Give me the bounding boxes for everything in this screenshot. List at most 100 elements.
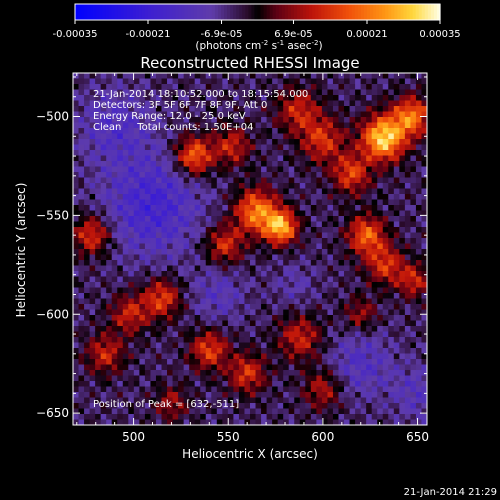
- heatmap-cell: [238, 73, 245, 79]
- heatmap-cell: [238, 249, 245, 255]
- heatmap-cell: [100, 117, 107, 123]
- heatmap-cell: [95, 122, 102, 129]
- heatmap-cell: [377, 315, 384, 321]
- heatmap-cell: [266, 161, 273, 167]
- heatmap-cell: [355, 232, 362, 239]
- heatmap-cell: [122, 161, 129, 167]
- heatmap-cell: [377, 216, 384, 222]
- heatmap-cell: [178, 84, 185, 90]
- heatmap-cell: [377, 161, 384, 167]
- heatmap-cell: [250, 122, 256, 129]
- heatmap-cell: [122, 95, 129, 101]
- heatmap-cell: [200, 139, 207, 145]
- heatmap-cell: [144, 78, 151, 85]
- heatmap-cell: [377, 408, 384, 415]
- heatmap-cell: [277, 419, 284, 426]
- heatmap-cell: [172, 73, 179, 79]
- heatmap-cell: [194, 386, 201, 393]
- heatmap-cell: [316, 254, 323, 261]
- heatmap-cell: [349, 403, 356, 409]
- colorbar-segment: [360, 4, 365, 20]
- heatmap-cell: [122, 128, 129, 134]
- heatmap-cell: [189, 194, 196, 200]
- heatmap-cell: [410, 408, 417, 415]
- heatmap-cell: [84, 260, 90, 266]
- heatmap-cell: [355, 326, 362, 332]
- heatmap-cell: [183, 89, 190, 96]
- heatmap-cell: [111, 89, 118, 96]
- heatmap-cell: [95, 271, 102, 277]
- heatmap-cell: [277, 386, 284, 393]
- heatmap-cell: [277, 282, 284, 288]
- heatmap-cell: [78, 144, 85, 151]
- heatmap-cell: [338, 100, 345, 107]
- heatmap-cell: [144, 128, 151, 134]
- heatmap-cell: [349, 128, 356, 134]
- heatmap-cell: [388, 320, 395, 327]
- heatmap-cell: [122, 298, 129, 305]
- heatmap-cell: [161, 133, 168, 140]
- heatmap-cell: [316, 293, 323, 299]
- heatmap-cell: [161, 216, 168, 222]
- heatmap-cell: [421, 73, 428, 79]
- heatmap-cell: [133, 381, 140, 387]
- heatmap-cell: [139, 392, 146, 398]
- heatmap-cell: [117, 353, 124, 360]
- heatmap-cell: [272, 73, 279, 79]
- heatmap-cell: [421, 89, 428, 96]
- heatmap-cell: [310, 205, 317, 211]
- heatmap-cell: [283, 106, 290, 112]
- heatmap-cell: [349, 95, 356, 101]
- heatmap-cell: [250, 172, 256, 178]
- heatmap-cell: [321, 408, 328, 415]
- heatmap-cell: [233, 128, 240, 134]
- heatmap-cell: [288, 397, 295, 404]
- heatmap-cell: [338, 414, 345, 420]
- heatmap-cell: [299, 326, 306, 332]
- heatmap-cell: [73, 210, 79, 217]
- heatmap-cell: [200, 161, 207, 167]
- heatmap-cell: [299, 403, 306, 409]
- colorbar-segment: [394, 4, 399, 20]
- heatmap-cell: [371, 359, 378, 365]
- heatmap-cell: [161, 326, 168, 332]
- heatmap-cell: [189, 227, 196, 233]
- heatmap-cell: [178, 370, 185, 376]
- heatmap-cell: [128, 100, 135, 107]
- heatmap-cell: [255, 210, 262, 217]
- heatmap-cell: [233, 397, 240, 404]
- heatmap-cell: [277, 342, 284, 349]
- heatmap-cell: [233, 276, 240, 283]
- heatmap-cell: [189, 78, 196, 85]
- heatmap-cell: [205, 194, 212, 200]
- heatmap-cell: [211, 282, 218, 288]
- heatmap-cell: [344, 216, 350, 222]
- heatmap-cell: [139, 172, 146, 178]
- heatmap-cell: [106, 315, 113, 321]
- heatmap-cell: [371, 128, 378, 134]
- heatmap-cell: [255, 89, 262, 96]
- heatmap-cell: [415, 386, 422, 393]
- heatmap-cell: [327, 320, 334, 327]
- heatmap-cell: [161, 309, 168, 316]
- heatmap-cell: [167, 249, 173, 255]
- heatmap-cell: [222, 216, 229, 222]
- heatmap-cell: [393, 78, 400, 85]
- heatmap-cell: [299, 249, 306, 255]
- heatmap-cell: [283, 276, 290, 283]
- heatmap-cell: [266, 403, 273, 409]
- heatmap-cell: [233, 403, 240, 409]
- heatmap-cell: [167, 243, 173, 250]
- heatmap-cell: [327, 84, 334, 90]
- heatmap-cell: [189, 282, 196, 288]
- heatmap-cell: [222, 227, 229, 233]
- heatmap-cell: [216, 403, 223, 409]
- heatmap-cell: [84, 309, 90, 316]
- heatmap-cell: [338, 359, 345, 365]
- heatmap-cell: [167, 359, 173, 365]
- heatmap-cell: [172, 89, 179, 96]
- heatmap-cell: [338, 370, 345, 376]
- heatmap-cell: [194, 326, 201, 332]
- heatmap-cell: [73, 419, 79, 426]
- heatmap-cell: [111, 392, 118, 398]
